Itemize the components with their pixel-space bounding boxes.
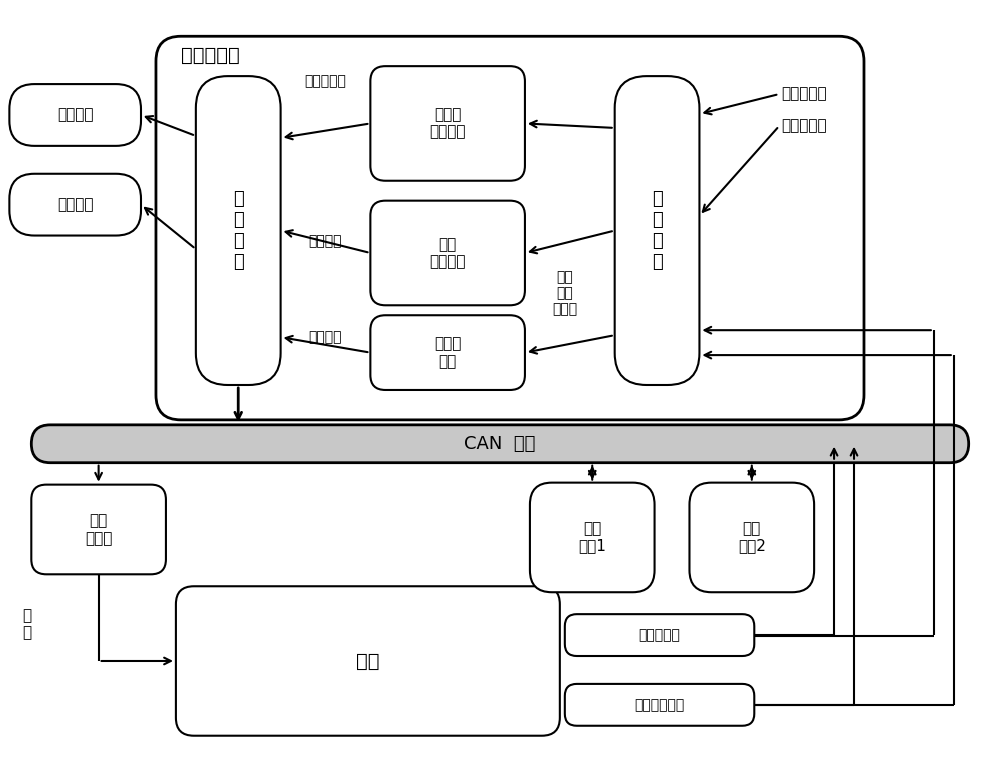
Text: 选档电机: 选档电机 xyxy=(57,197,93,212)
Text: 转
矩: 转 矩 xyxy=(22,608,31,640)
Text: 电机
控制器: 电机 控制器 xyxy=(85,513,112,545)
Text: 误差
误差
变化量: 误差 误差 变化量 xyxy=(552,270,577,317)
Text: 其它
节点2: 其它 节点2 xyxy=(738,521,766,554)
Text: CAN  网络: CAN 网络 xyxy=(464,435,536,453)
FancyBboxPatch shape xyxy=(370,66,525,181)
FancyBboxPatch shape xyxy=(530,483,655,592)
FancyBboxPatch shape xyxy=(689,483,814,592)
Text: 换档电机: 换档电机 xyxy=(57,107,93,122)
FancyBboxPatch shape xyxy=(31,425,969,463)
Text: 其它
节点1: 其它 节点1 xyxy=(578,521,606,554)
Text: 周期
调度模块: 周期 调度模块 xyxy=(429,237,466,269)
FancyBboxPatch shape xyxy=(565,614,754,656)
FancyBboxPatch shape xyxy=(156,36,864,420)
Text: 车速传感器: 车速传感器 xyxy=(639,628,680,642)
Text: 车辆控制器: 车辆控制器 xyxy=(181,46,240,65)
FancyBboxPatch shape xyxy=(196,76,281,385)
FancyBboxPatch shape xyxy=(176,586,560,736)
FancyBboxPatch shape xyxy=(615,76,699,385)
Text: 直连传感器: 直连传感器 xyxy=(781,119,827,133)
Text: 车辆: 车辆 xyxy=(356,652,380,670)
Text: 比
较
模
块: 比 较 模 块 xyxy=(652,190,662,271)
Text: 优先级
调度模块: 优先级 调度模块 xyxy=(429,107,466,140)
Text: 优先级命令: 优先级命令 xyxy=(305,75,346,89)
FancyBboxPatch shape xyxy=(370,200,525,305)
Text: 驾驶员指令: 驾驶员指令 xyxy=(781,86,827,102)
Text: 综
合
模
块: 综 合 模 块 xyxy=(233,190,244,271)
FancyBboxPatch shape xyxy=(565,684,754,726)
FancyBboxPatch shape xyxy=(9,174,141,236)
FancyBboxPatch shape xyxy=(31,485,166,575)
Text: 控制器
模块: 控制器 模块 xyxy=(434,337,461,369)
Text: 控制命令: 控制命令 xyxy=(309,330,342,345)
FancyBboxPatch shape xyxy=(370,315,525,390)
Text: 周期命令: 周期命令 xyxy=(309,234,342,248)
FancyBboxPatch shape xyxy=(9,84,141,146)
Text: 角速度传感器: 角速度传感器 xyxy=(634,698,685,711)
